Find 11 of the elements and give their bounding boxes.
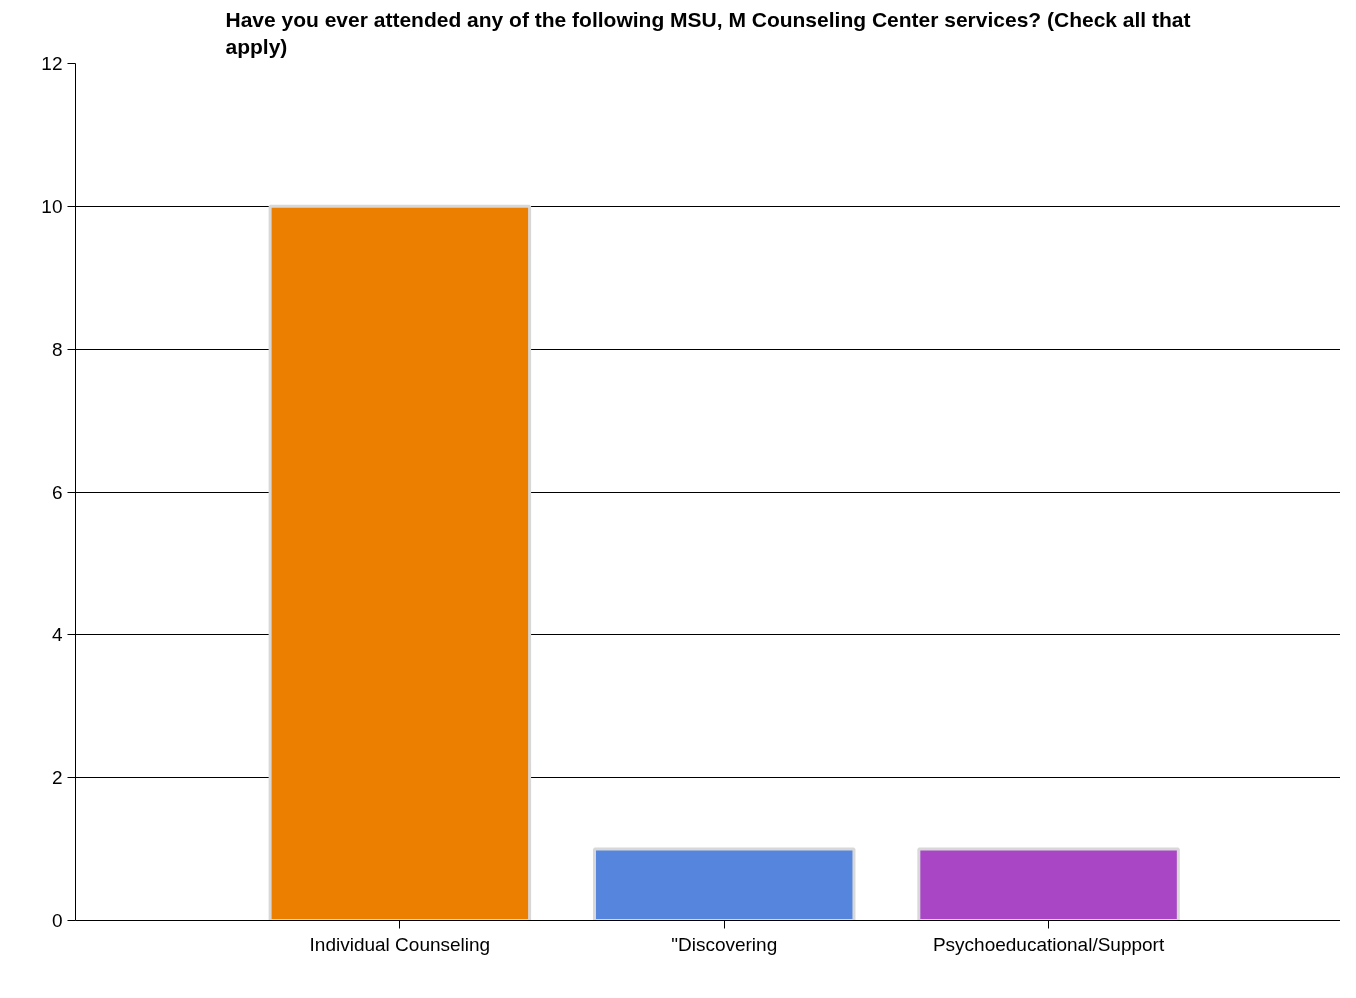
chart-title: Have you ever attended any of the following MSU, M Counseling Center services? (Check all that apply)	[225, 7, 1191, 59]
y-tick-label: 10	[41, 195, 63, 217]
y-tick-label: 6	[51, 481, 63, 503]
x-tick-label: Psychoeducational/Support	[932, 933, 1165, 955]
y-tick-label: 2	[51, 767, 63, 789]
y-tick-label: 12	[41, 53, 63, 74]
y-tick-label: 8	[51, 338, 63, 360]
y-tick-label: 0	[51, 910, 63, 931]
y-tick-label: 4	[51, 624, 63, 646]
x-tick-label: Individual Counseling	[309, 933, 491, 955]
x-tick-label: "Discovering	[671, 933, 778, 955]
